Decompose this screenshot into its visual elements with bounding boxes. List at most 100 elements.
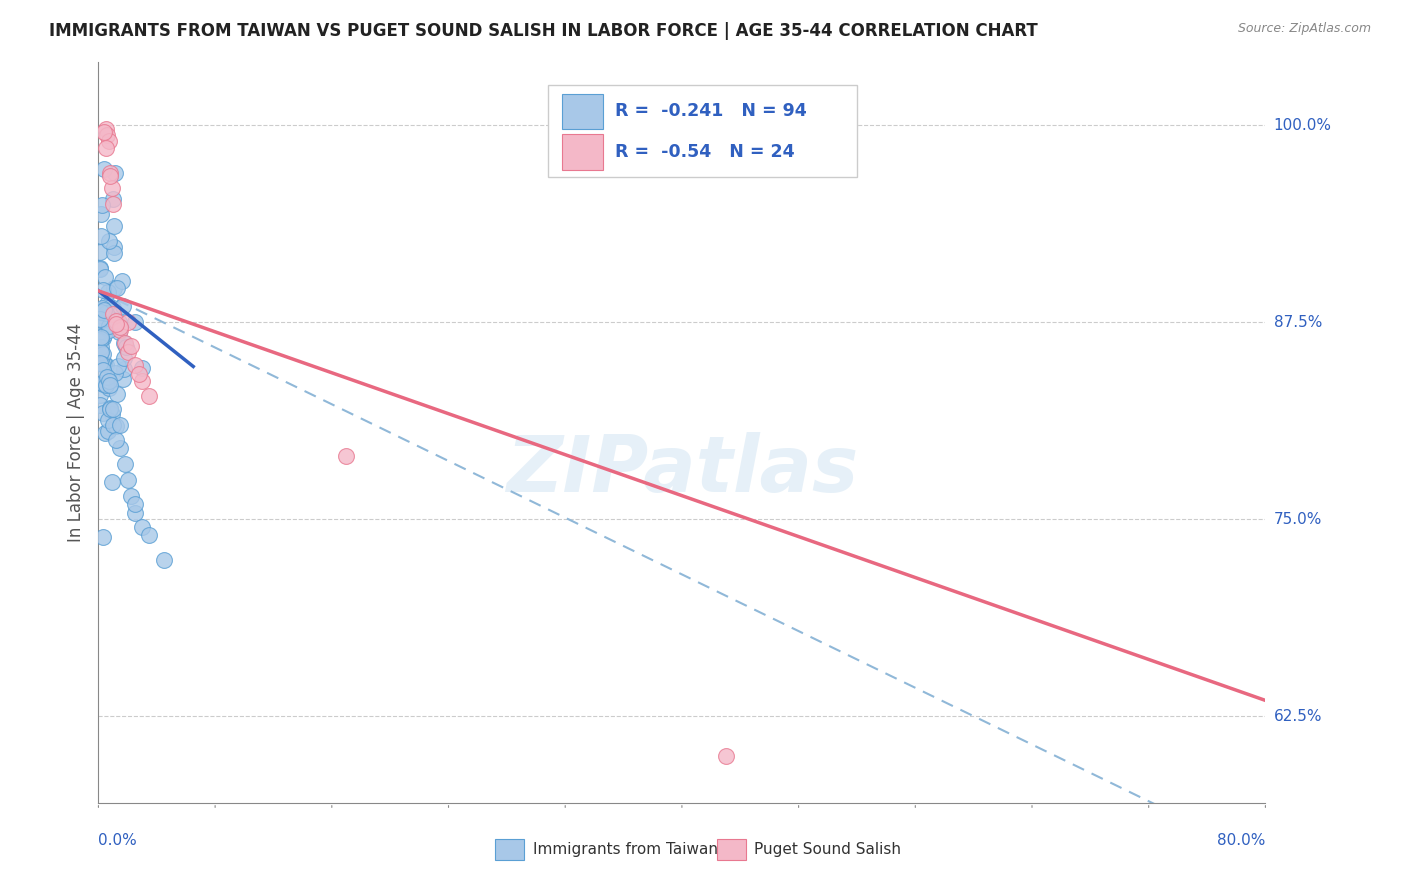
Point	[98, 166, 121, 180]
Text: 87.5%: 87.5%	[1274, 315, 1322, 330]
Point	[124, 506, 146, 520]
Point	[98, 323, 121, 337]
Text: R =  -0.54   N = 24: R = -0.54 N = 24	[616, 143, 794, 161]
Text: 75.0%: 75.0%	[1274, 512, 1322, 527]
Point	[90, 332, 112, 346]
Point	[96, 306, 118, 320]
Point	[97, 234, 120, 248]
Point	[108, 315, 131, 329]
Point	[100, 407, 122, 421]
Point	[335, 449, 357, 463]
Point	[107, 386, 129, 401]
FancyBboxPatch shape	[562, 94, 603, 129]
Point	[89, 262, 111, 277]
Point	[97, 381, 120, 395]
Point	[103, 245, 125, 260]
Point	[90, 341, 112, 355]
Point	[98, 402, 121, 417]
Point	[94, 140, 117, 154]
Point	[100, 475, 122, 490]
Point	[124, 496, 146, 510]
Point	[138, 389, 160, 403]
Point	[103, 219, 125, 233]
Point	[111, 274, 134, 288]
Point	[120, 489, 142, 503]
Point	[98, 169, 121, 183]
Text: 100.0%: 100.0%	[1274, 118, 1331, 133]
Point	[91, 357, 114, 371]
Point	[90, 229, 112, 244]
Point	[93, 357, 115, 371]
Point	[89, 344, 111, 359]
Text: 0.0%: 0.0%	[98, 833, 138, 848]
Point	[104, 166, 127, 180]
Point	[94, 270, 117, 285]
Y-axis label: In Labor Force | Age 35-44: In Labor Force | Age 35-44	[66, 323, 84, 542]
Point	[138, 528, 160, 542]
Point	[94, 425, 117, 440]
Point	[101, 417, 124, 432]
Point	[89, 245, 111, 260]
Point	[90, 305, 112, 319]
Point	[112, 336, 135, 351]
Point	[111, 372, 134, 386]
Point	[120, 339, 142, 353]
Point	[89, 334, 111, 348]
Point	[91, 362, 114, 376]
Point	[98, 378, 121, 392]
Point	[97, 318, 120, 333]
Text: 80.0%: 80.0%	[1218, 833, 1265, 848]
Point	[104, 366, 127, 380]
Point	[97, 374, 120, 388]
Point	[89, 398, 111, 412]
Point	[90, 306, 112, 320]
Point	[100, 312, 122, 326]
Point	[103, 301, 125, 315]
Point	[91, 376, 114, 391]
Point	[114, 361, 136, 376]
Point	[131, 520, 153, 534]
Point	[93, 376, 115, 390]
Point	[89, 312, 111, 326]
Point	[153, 553, 176, 567]
Text: IMMIGRANTS FROM TAIWAN VS PUGET SOUND SALISH IN LABOR FORCE | AGE 35-44 CORRELAT: IMMIGRANTS FROM TAIWAN VS PUGET SOUND SA…	[49, 22, 1038, 40]
Point	[714, 748, 737, 763]
Point	[107, 325, 129, 339]
Point	[91, 407, 114, 421]
Point	[96, 358, 118, 372]
Point	[117, 345, 139, 359]
Point	[110, 417, 132, 432]
Point	[104, 434, 127, 448]
Point	[96, 296, 118, 310]
Point	[97, 412, 120, 426]
Point	[107, 359, 129, 373]
Point	[91, 530, 114, 544]
FancyBboxPatch shape	[548, 85, 858, 178]
Point	[91, 303, 114, 318]
Point	[104, 317, 127, 331]
Point	[128, 368, 150, 382]
Point	[104, 418, 127, 433]
Point	[117, 473, 139, 487]
Point	[103, 281, 125, 295]
Point	[98, 401, 121, 416]
Point	[93, 125, 115, 139]
FancyBboxPatch shape	[717, 839, 747, 860]
Point	[114, 457, 136, 471]
Point	[91, 376, 114, 391]
Point	[96, 370, 118, 384]
Point	[94, 378, 117, 392]
Point	[90, 313, 112, 327]
Point	[131, 361, 153, 376]
Point	[97, 134, 120, 148]
Point	[124, 358, 146, 372]
Text: R =  -0.241   N = 94: R = -0.241 N = 94	[616, 103, 807, 120]
Point	[111, 299, 134, 313]
Point	[112, 351, 135, 365]
FancyBboxPatch shape	[495, 839, 524, 860]
Point	[110, 323, 132, 337]
Text: 62.5%: 62.5%	[1274, 708, 1322, 723]
Point	[104, 314, 127, 328]
Point	[103, 240, 125, 254]
Text: ZIPatlas: ZIPatlas	[506, 432, 858, 508]
